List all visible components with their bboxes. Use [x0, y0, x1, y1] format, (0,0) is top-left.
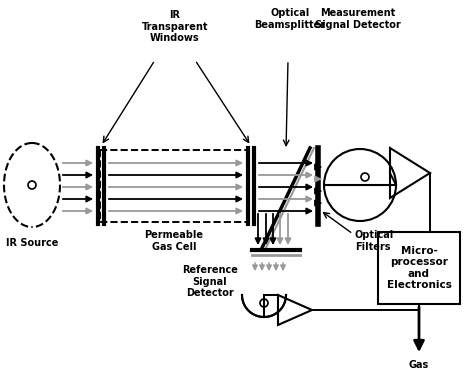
Bar: [378, 232, 460, 304]
Text: Reference
Signal
Detector: Reference Signal Detector: [182, 265, 238, 298]
Text: IR Source: IR Source: [6, 238, 58, 248]
Text: Micro-
processor
and
Electronics: Micro- processor and Electronics: [387, 246, 451, 290]
Text: Optical
Filters: Optical Filters: [355, 230, 394, 252]
Text: Measurement
Signal Detector: Measurement Signal Detector: [315, 8, 401, 30]
Bar: [100, 150, 248, 222]
Text: IR
Transparent
Windows: IR Transparent Windows: [142, 10, 208, 43]
Text: Permeable
Gas Cell: Permeable Gas Cell: [145, 230, 203, 252]
Text: Gas
Concentration: Gas Concentration: [380, 360, 458, 370]
Text: Optical
Beamsplitter: Optical Beamsplitter: [255, 8, 326, 30]
